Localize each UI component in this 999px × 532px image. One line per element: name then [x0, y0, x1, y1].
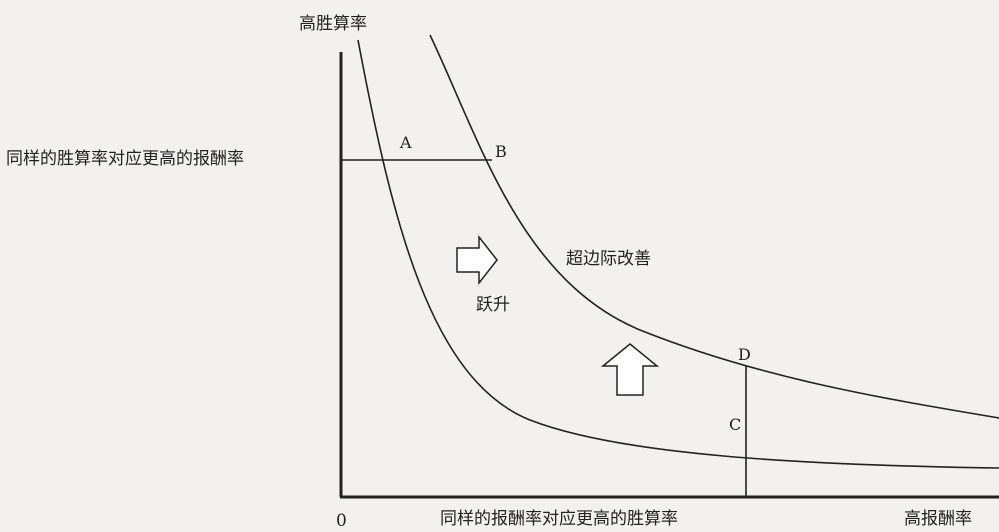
- point-a-label: A: [400, 133, 412, 152]
- leap-label: 跃升: [476, 295, 510, 315]
- up-arrow-icon: [600, 343, 660, 396]
- lower-indifference-curve: [357, 39, 999, 469]
- origin-label: 0: [336, 511, 347, 531]
- x-annotation: 同样的报酬率对应更高的胜算率: [440, 509, 678, 529]
- y-annotation: 同样的胜算率对应更高的报酬率: [6, 149, 244, 169]
- point-c-label: C: [729, 415, 742, 434]
- upper-indifference-curve: [429, 34, 999, 419]
- x-axis-label: 高报酬率: [904, 509, 972, 529]
- right-arrow-icon: [456, 234, 498, 286]
- marginal-improvement-label: 超边际改善: [566, 249, 651, 269]
- y-axis-label: 高胜算率: [299, 14, 367, 34]
- point-b-label: B: [495, 142, 507, 161]
- point-d-label: D: [738, 345, 751, 364]
